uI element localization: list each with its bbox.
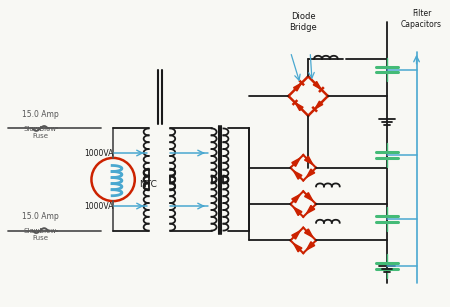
Text: 15.0 Amp: 15.0 Amp [22, 212, 58, 221]
Text: Diode
Bridge: Diode Bridge [289, 12, 317, 32]
Polygon shape [313, 81, 321, 89]
Polygon shape [306, 205, 315, 214]
Text: SlowBlow
Fuse: SlowBlow Fuse [24, 228, 57, 241]
Polygon shape [292, 158, 300, 166]
Text: 1000VA: 1000VA [84, 201, 113, 211]
Polygon shape [292, 195, 300, 203]
Polygon shape [305, 192, 313, 201]
Polygon shape [295, 103, 303, 111]
Text: NTC: NTC [139, 180, 157, 189]
Polygon shape [294, 207, 302, 216]
Text: 15.0 Amp: 15.0 Amp [22, 110, 58, 119]
Text: Filter
Capacitors: Filter Capacitors [401, 9, 442, 29]
Polygon shape [305, 229, 313, 237]
Polygon shape [294, 244, 302, 252]
Polygon shape [306, 242, 315, 250]
Text: 1000VA: 1000VA [84, 149, 113, 157]
Text: SlowBlow
Fuse: SlowBlow Fuse [24, 126, 57, 139]
Polygon shape [292, 231, 300, 239]
Polygon shape [305, 156, 313, 165]
Polygon shape [315, 101, 323, 109]
Polygon shape [293, 83, 302, 91]
Polygon shape [306, 169, 315, 177]
Polygon shape [294, 171, 302, 179]
